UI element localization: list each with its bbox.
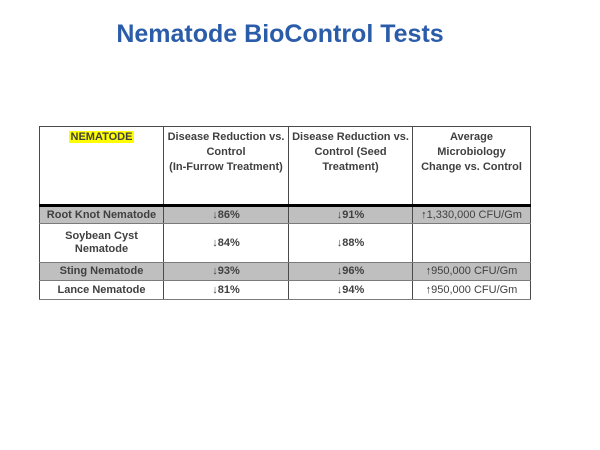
in-furrow-value-cell: ↓81% [163,280,289,300]
nematode-results-table: NEMATODE Disease Reduction vs. Control (… [39,126,531,300]
header-row: NEMATODE Disease Reduction vs. Control (… [39,126,531,207]
microbiology-value: 950,000 CFU/Gm [431,265,518,277]
in-furrow-value-cell: ↓93% [163,262,289,281]
increase-arrow-icon: ↑ [425,265,432,277]
seed-value-cell: ↓91% [288,205,413,224]
microbiology-value-cell [412,223,531,263]
increase-arrow-icon: ↑ [425,283,432,296]
decrease-arrow-icon: ↓ [212,283,218,296]
reduction-percent: 88% [342,236,365,249]
reduction-percent: 86% [217,208,240,221]
decrease-arrow-icon: ↓ [336,283,343,296]
nematode-name: Soybean Cyst Nematode [39,223,164,263]
decrease-arrow-icon: ↓ [336,208,343,221]
nematode-header-highlight: NEMATODE [68,131,135,143]
reduction-percent: 96% [342,265,365,277]
decrease-arrow-icon: ↓ [336,236,343,249]
nematode-name: Sting Nematode [39,262,164,281]
decrease-arrow-icon: ↓ [212,208,218,221]
reduction-percent: 94% [342,283,365,296]
reduction-percent: 91% [342,208,365,221]
decrease-arrow-icon: ↓ [212,265,218,277]
microbiology-value: 950,000 CFU/Gm [431,283,518,296]
seed-value-cell: ↓96% [288,262,413,281]
in-furrow-value-cell: ↓86% [163,205,289,224]
reduction-percent: 84% [217,236,240,249]
reduction-percent: 93% [217,265,240,277]
slide-title: Nematode BioControl Tests [116,20,444,48]
header-nematode: NEMATODE [39,126,164,207]
table-row-lance: Lance Nematode ↓81% ↓94% ↑950,000 CFU/Gm [39,280,531,300]
microbiology-value-cell: ↑1,330,000 CFU/Gm [412,205,531,224]
table-row-soybean-cyst: Soybean Cyst Nematode ↓84% ↓88% [39,223,531,263]
nematode-name: Root Knot Nematode [39,205,164,224]
decrease-arrow-icon: ↓ [212,236,218,249]
header-in-furrow-treatment: Disease Reduction vs. Control (In-Furrow… [163,126,289,207]
reduction-percent: 81% [217,283,240,296]
increase-arrow-icon: ↑ [421,208,427,221]
microbiology-value: 1,330,000 CFU/Gm [426,208,522,221]
microbiology-value-cell: ↑950,000 CFU/Gm [412,280,531,300]
nematode-name: Lance Nematode [39,280,164,300]
header-microbiology-change: Average Microbiology Change vs. Control [412,126,531,207]
seed-value-cell: ↓88% [288,223,413,263]
seed-value-cell: ↓94% [288,280,413,300]
table-row-root-knot: Root Knot Nematode ↓86% ↓91% ↑1,330,000 … [39,205,531,224]
decrease-arrow-icon: ↓ [336,265,343,277]
table-row-sting: Sting Nematode ↓93% ↓96% ↑950,000 CFU/Gm [39,262,531,281]
in-furrow-value-cell: ↓84% [163,223,289,263]
header-seed-treatment: Disease Reduction vs. Control (Seed Trea… [288,126,413,207]
microbiology-value-cell: ↑950,000 CFU/Gm [412,262,531,281]
